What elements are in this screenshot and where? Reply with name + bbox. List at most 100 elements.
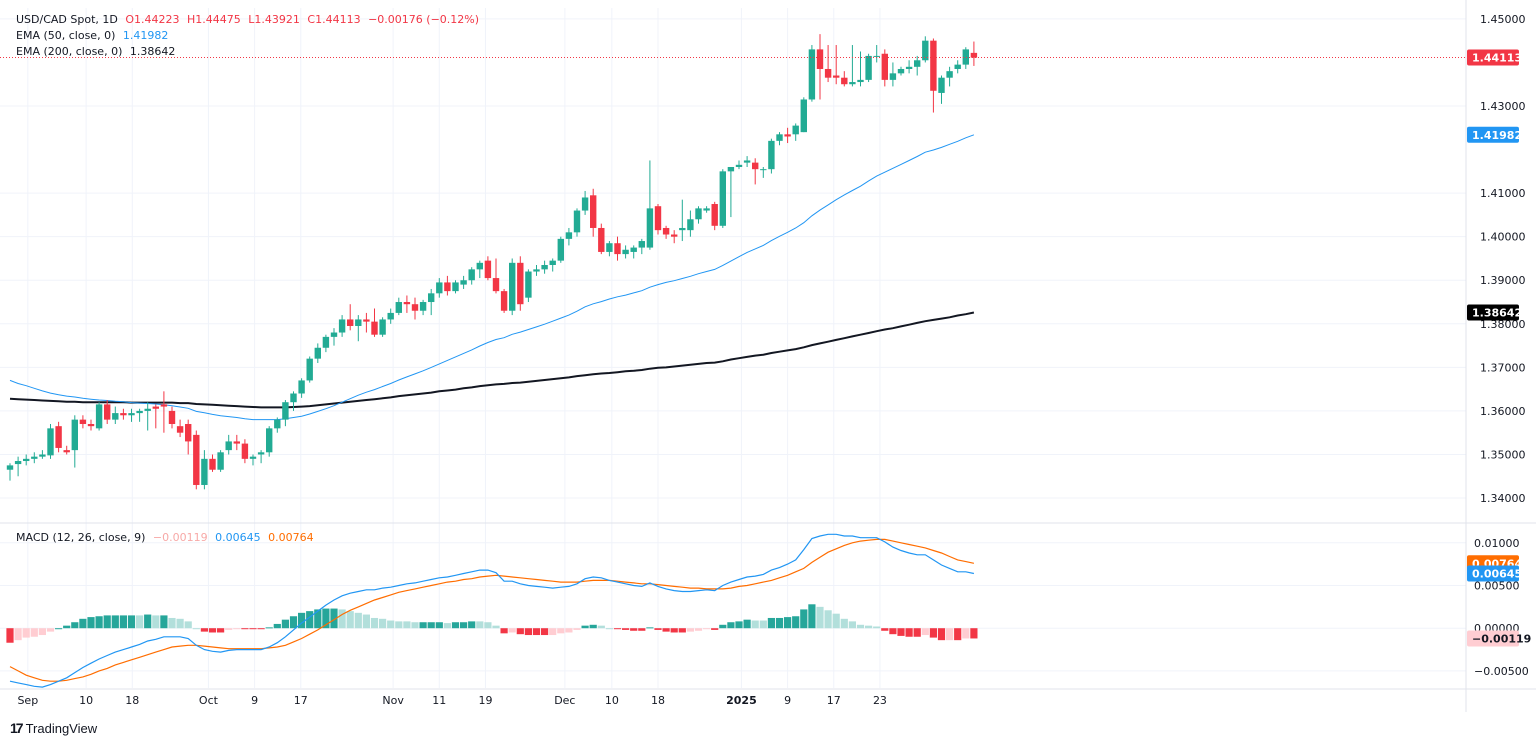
- candle-body: [671, 234, 678, 237]
- macd-histogram-bar: [937, 628, 946, 641]
- candle-body: [824, 68, 832, 78]
- macd-histogram-bar: [873, 626, 881, 629]
- ema50-legend-label: EMA (50, close, 0): [16, 29, 116, 42]
- time-axis-label: 17: [827, 694, 841, 707]
- macd-histogram-bar: [79, 618, 87, 629]
- candle-body: [905, 66, 913, 69]
- candle-body: [168, 410, 176, 424]
- candle-body: [541, 265, 548, 270]
- candle-body: [687, 219, 694, 231]
- macd-histogram-bar: [184, 621, 192, 629]
- macd-histogram-bar: [646, 627, 654, 629]
- macd-histogram-bar: [233, 628, 241, 630]
- last-price-tag: 1.44113: [1472, 52, 1522, 65]
- macd-histogram-bar: [38, 628, 46, 636]
- macd-histogram-bar: [630, 628, 638, 631]
- time-axis-label: 10: [79, 694, 93, 707]
- symbol-label[interactable]: USD/CAD Spot, 1D: [16, 13, 118, 26]
- macd-histogram-bar: [127, 615, 136, 629]
- candle-body: [938, 77, 945, 93]
- candle-body: [347, 319, 354, 326]
- macd-histogram-bar: [516, 628, 524, 635]
- candle-body: [800, 99, 807, 133]
- macd-histogram-bar: [654, 628, 662, 630]
- candle-body: [549, 260, 556, 265]
- macd-histogram-bar: [136, 615, 144, 629]
- candle-body: [266, 428, 273, 453]
- macd-histogram-bar: [249, 628, 257, 630]
- ema200-tag: 1.38642: [1472, 306, 1522, 319]
- macd-line-tag-bg: [1467, 565, 1519, 582]
- candle-body: [881, 53, 888, 80]
- macd-histogram-bar: [403, 621, 411, 629]
- macd-histogram-bar: [484, 622, 492, 629]
- time-axis-label: 2025: [726, 694, 757, 707]
- candle-body: [460, 280, 467, 285]
- macd-histogram-bar: [257, 628, 265, 630]
- time-axis-label: Dec: [554, 694, 575, 707]
- macd-histogram-bar: [208, 628, 217, 633]
- macd-hist-tag-bg: [1467, 630, 1519, 647]
- candle-body: [436, 282, 443, 294]
- candle-body: [760, 169, 767, 171]
- price-axis-label: 1.41000: [1480, 187, 1526, 200]
- macd-histogram-bar: [662, 628, 670, 632]
- candle-body: [144, 408, 151, 411]
- candle-body: [120, 413, 127, 416]
- candle-body: [500, 291, 508, 311]
- macd-histogram-bar: [281, 619, 289, 629]
- macd-histogram-bar: [832, 613, 840, 629]
- macd-histogram-bar: [411, 622, 419, 629]
- candle-body: [719, 171, 726, 226]
- macd-histogram-bar: [751, 620, 759, 629]
- candle-body: [136, 410, 143, 414]
- time-axis-label: 10: [605, 694, 619, 707]
- candle-body: [849, 82, 856, 85]
- candle-body: [752, 162, 759, 170]
- macd-histogram-bar: [87, 617, 95, 629]
- macd-hist-tag: −0.00119: [1472, 632, 1531, 645]
- candle-body: [922, 40, 929, 61]
- candle-body: [914, 60, 921, 67]
- macd-histogram-bar: [451, 622, 460, 629]
- macd-histogram-bar: [727, 622, 735, 629]
- macd-histogram-bar: [330, 608, 338, 629]
- price-axis-label: 1.37000: [1480, 361, 1526, 374]
- candle-body: [565, 232, 573, 239]
- ema50-legend[interactable]: EMA (50, close, 0) 1.41982: [16, 29, 172, 42]
- macd-histogram-bar: [362, 614, 370, 629]
- ema50-line-group: [9, 134, 975, 421]
- macd-histogram-bar: [152, 615, 160, 629]
- ema200-tag-bg: [1467, 304, 1519, 321]
- macd-histogram-bar: [395, 621, 403, 629]
- last-price-tag-bg: [1467, 49, 1519, 66]
- macd-histogram-bar: [848, 621, 856, 629]
- ema200-legend[interactable]: EMA (200, close, 0) 1.38642: [16, 45, 179, 58]
- candle-body: [598, 227, 605, 252]
- macd-histogram-bar: [962, 628, 970, 639]
- candle-body: [841, 77, 848, 85]
- candle-body: [614, 243, 621, 255]
- macd-histogram-bar: [889, 628, 897, 635]
- macd-histogram-bar: [435, 622, 443, 629]
- macd-line-tag: 0.00645: [1472, 568, 1522, 581]
- macd-histogram-bar: [322, 608, 330, 629]
- candle-body: [225, 441, 232, 451]
- candle-body: [638, 241, 645, 248]
- candle-body: [727, 166, 735, 172]
- candle-body: [233, 441, 240, 444]
- macd-histogram-bar: [30, 628, 38, 637]
- macd-histogram-bar: [808, 604, 816, 629]
- macd-histogram-bar: [22, 628, 30, 638]
- candle-body: [363, 319, 370, 322]
- candle-body: [468, 269, 475, 281]
- macd-histogram-bar: [670, 628, 678, 633]
- candle-body: [622, 249, 629, 255]
- macd-histogram-bar: [613, 628, 622, 630]
- candle-body: [557, 238, 564, 261]
- candle-body: [201, 458, 208, 485]
- candle-body: [55, 426, 62, 448]
- macd-legend[interactable]: MACD (12, 26, close, 9) −0.00119 0.00645…: [16, 531, 318, 544]
- tradingview-brand[interactable]: 17 TradingView: [10, 720, 97, 736]
